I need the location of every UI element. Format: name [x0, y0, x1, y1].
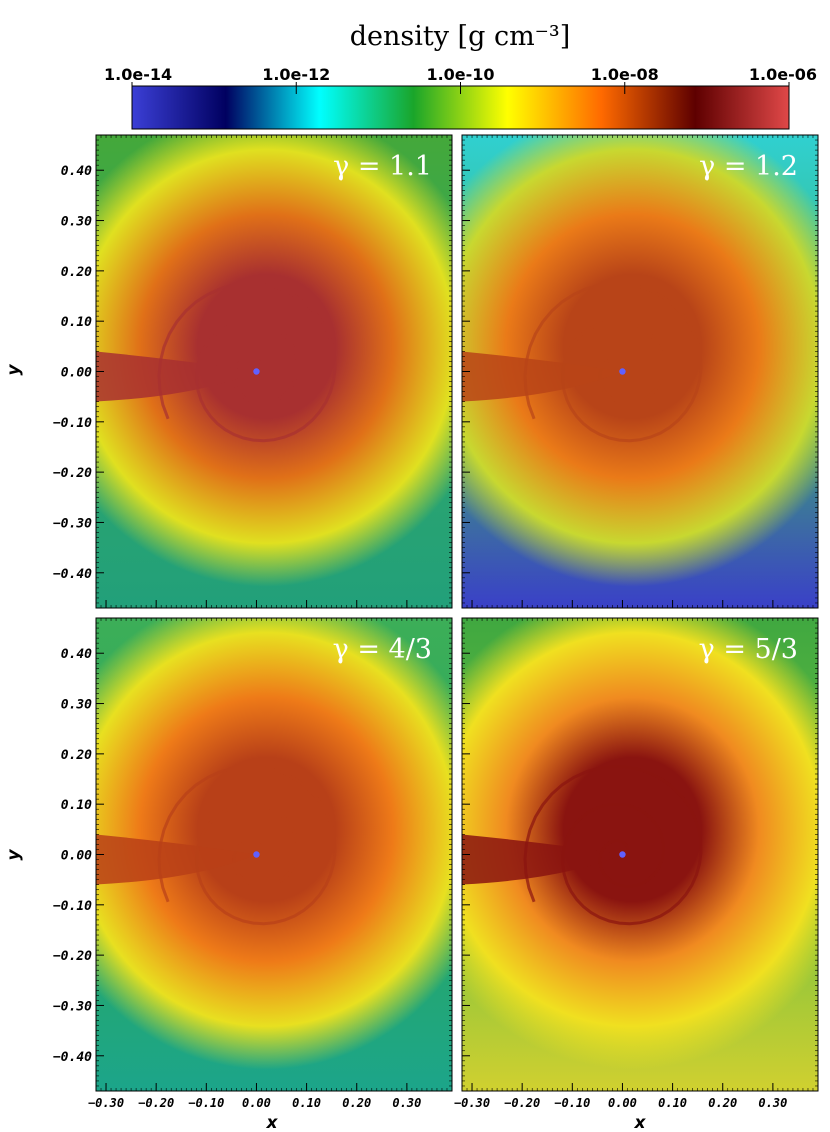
y-tick-label: 0.10	[61, 315, 92, 330]
x-tick-label: −0.10	[188, 1096, 224, 1110]
y-tick-label: 0.30	[61, 215, 92, 230]
colorbar-tick-labels: 1.0e-14 1.0e-12 1.0e-10 1.0e-08 1.0e-06	[104, 65, 817, 84]
x-tick-label: 0.30	[392, 1096, 421, 1110]
y-tick-label: −0.20	[53, 466, 92, 481]
y-tick-label: −0.10	[53, 899, 92, 914]
density-envelope	[96, 618, 452, 1070]
y-axis-label-lower: y	[4, 849, 24, 861]
colorbar-title: density [g cm⁻³]	[350, 21, 571, 52]
x-tick-label: 0.00	[608, 1096, 637, 1110]
y-tick-label: 0.40	[61, 647, 92, 662]
density-envelope	[462, 618, 818, 1070]
central-star	[253, 851, 260, 858]
y-tick-label: 0.00	[61, 366, 92, 381]
x-tick-label: −0.20	[138, 1096, 174, 1110]
gamma-label: γ = 4/3	[333, 634, 432, 665]
spiral-arm	[157, 282, 337, 443]
y-tick-label: −0.30	[53, 999, 92, 1014]
gamma-label: γ = 1.1	[333, 151, 432, 182]
x-axis-label-right: x	[634, 1113, 647, 1132]
y-tick-label: −0.40	[53, 1050, 92, 1065]
central-star	[253, 368, 260, 375]
x-tick-label: 0.20	[342, 1096, 371, 1110]
x-tick-label: −0.30	[454, 1096, 490, 1110]
colorbar-tick-marks	[131, 82, 790, 94]
x-tick-label: −0.30	[88, 1096, 124, 1110]
x-tick-label: −0.20	[504, 1096, 540, 1110]
y-tick-label: −0.30	[53, 516, 92, 531]
y-tick-label: 0.20	[61, 748, 92, 763]
x-tick-label: 0.30	[758, 1096, 787, 1110]
colorbar-tick-label: 1.0e-06	[749, 65, 817, 84]
accretion-stream	[462, 834, 623, 885]
gamma-label: γ = 5/3	[699, 634, 798, 665]
colorbar-tick-label: 1.0e-08	[591, 65, 659, 84]
y-tick-label: −0.10	[53, 416, 92, 431]
x-axis-label-left: x	[266, 1113, 279, 1132]
y-tick-label: −0.40	[53, 567, 92, 582]
colorbar-tick-label: 1.0e-14	[104, 65, 172, 84]
accretion-stream	[96, 351, 257, 402]
accretion-stream	[462, 351, 623, 402]
spiral-arm	[523, 282, 703, 443]
y-tick-label: 0.30	[61, 698, 92, 713]
y-tick-label: 0.20	[61, 265, 92, 280]
density-envelope	[462, 135, 818, 587]
x-tick-label: 0.20	[708, 1096, 737, 1110]
x-tick-label: 0.10	[658, 1096, 687, 1110]
density-panels: γ = 1.1 0.40 0.30 0.20 0.10 0.00 −0.10 −0.20 −0.…	[53, 134, 819, 1110]
panel-3: γ = 4/3 0.40 0.30 0.20 0.10 0.00 −0.10 −0.20 −0.…	[53, 617, 453, 1110]
y-tick-label: 0.00	[61, 849, 92, 864]
colorbar-tick-label: 1.0e-10	[426, 65, 494, 84]
x-tick-label: 0.00	[242, 1096, 271, 1110]
y-tick-label: −0.20	[53, 949, 92, 964]
y-tick-label: 0.40	[61, 164, 92, 179]
panel-2: γ = 1.2	[461, 134, 819, 609]
panel-4: γ = 5/3 −0.30 −0.20 −0.10 0.00 0.10 0.20 0.30	[454, 617, 819, 1110]
colorbar-tick-label: 1.0e-12	[262, 65, 330, 84]
central-star	[619, 368, 626, 375]
density-envelope	[96, 135, 452, 587]
central-star	[619, 851, 626, 858]
x-tick-label: 0.10	[292, 1096, 321, 1110]
spiral-arm	[523, 765, 703, 926]
spiral-arm	[157, 765, 337, 926]
y-axis-label: y	[4, 364, 24, 376]
x-tick-label: −0.10	[554, 1096, 590, 1110]
accretion-stream	[96, 834, 257, 885]
gamma-label: γ = 1.2	[699, 151, 798, 182]
y-tick-label: 0.10	[61, 798, 92, 813]
panel-1: γ = 1.1 0.40 0.30 0.20 0.10 0.00 −0.10 −0.20 −0.…	[53, 134, 453, 609]
